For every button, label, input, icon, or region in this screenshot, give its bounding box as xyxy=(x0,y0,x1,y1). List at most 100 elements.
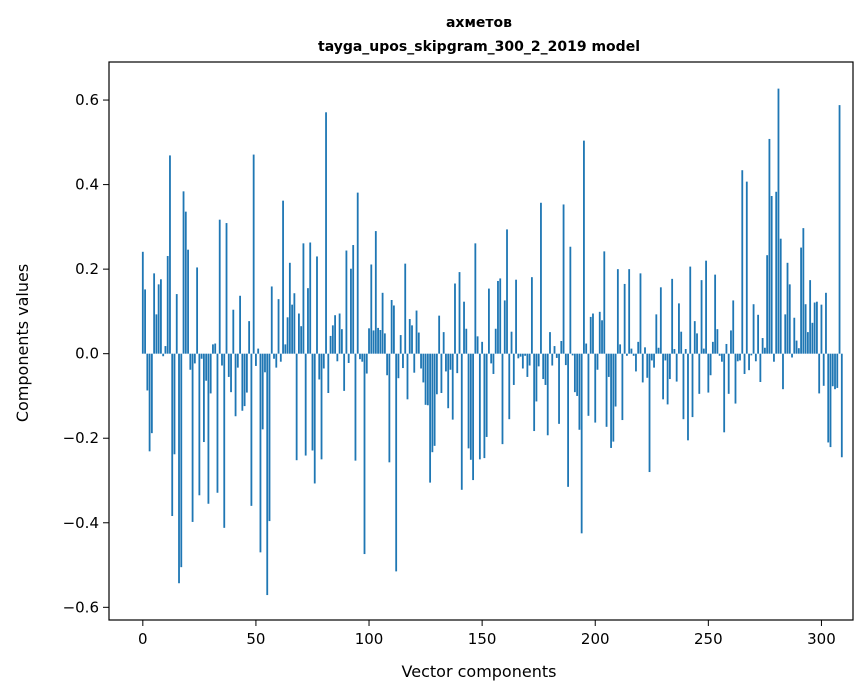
bar xyxy=(768,138,771,354)
bar xyxy=(596,353,599,370)
bar xyxy=(202,353,205,443)
bar xyxy=(628,269,631,354)
bar xyxy=(691,353,694,418)
bar xyxy=(347,353,350,363)
bar xyxy=(406,353,409,400)
bar xyxy=(558,353,560,424)
bar xyxy=(184,211,187,354)
bar xyxy=(510,331,513,354)
bar xyxy=(646,353,649,378)
bar xyxy=(313,353,316,484)
bar xyxy=(721,353,723,362)
bar xyxy=(377,327,379,354)
bar xyxy=(368,328,370,354)
bar xyxy=(488,288,490,354)
bar xyxy=(307,288,309,354)
bar xyxy=(236,353,239,368)
bar xyxy=(820,304,823,354)
bar xyxy=(476,336,479,354)
bar xyxy=(266,353,269,596)
bar xyxy=(501,353,504,445)
bar xyxy=(241,353,244,411)
bar xyxy=(506,229,508,354)
bar xyxy=(218,219,221,354)
bar xyxy=(716,329,719,354)
bar xyxy=(472,353,474,481)
bar xyxy=(797,348,800,354)
bar xyxy=(580,353,583,534)
bar xyxy=(748,353,750,371)
bar xyxy=(585,343,588,354)
bar xyxy=(144,289,146,354)
bar xyxy=(752,304,755,354)
bar xyxy=(456,353,459,374)
y-axis-ticks: −0.6 −0.4 −0.2 0.0 0.2 0.4 0.6 xyxy=(63,91,109,616)
bar xyxy=(806,332,809,354)
bar xyxy=(675,353,678,382)
bar xyxy=(243,353,246,407)
bar xyxy=(155,314,158,354)
bar xyxy=(562,204,565,354)
bar xyxy=(198,353,201,496)
bar xyxy=(164,346,167,354)
bar xyxy=(741,170,744,354)
bar xyxy=(160,279,162,354)
bar xyxy=(175,294,178,354)
bar xyxy=(311,353,314,451)
bar xyxy=(345,250,348,354)
bar xyxy=(270,286,273,354)
bar xyxy=(546,353,549,436)
bar xyxy=(492,353,495,374)
bar xyxy=(386,353,389,376)
bar xyxy=(458,272,461,354)
bar xyxy=(225,223,228,354)
bar xyxy=(641,353,644,383)
bar xyxy=(171,353,174,517)
bar xyxy=(763,347,766,354)
bar xyxy=(540,202,542,354)
y-tick-label: 0.6 xyxy=(75,91,99,109)
y-tick-label: −0.4 xyxy=(63,514,99,532)
bar xyxy=(494,328,497,354)
bar xyxy=(352,245,355,354)
bar xyxy=(583,140,585,354)
bar xyxy=(727,353,730,394)
bar xyxy=(316,256,318,354)
bar xyxy=(711,341,714,354)
bar xyxy=(834,353,836,390)
bar xyxy=(309,242,312,354)
bar xyxy=(589,316,592,354)
bar xyxy=(773,353,775,362)
bar xyxy=(637,341,640,354)
bar xyxy=(153,273,156,354)
bar xyxy=(255,353,257,366)
bar xyxy=(293,293,296,354)
bar xyxy=(463,301,465,354)
bar xyxy=(390,300,393,354)
bar xyxy=(259,353,262,553)
bar xyxy=(840,353,843,458)
bar xyxy=(431,353,434,453)
bar xyxy=(630,348,633,354)
bar xyxy=(528,353,531,366)
bar xyxy=(483,353,486,459)
bar xyxy=(519,353,522,357)
y-tick-label: −0.6 xyxy=(63,598,99,616)
bar xyxy=(417,332,420,354)
bar xyxy=(578,353,581,430)
bar xyxy=(705,260,707,354)
bar xyxy=(354,353,357,461)
bar xyxy=(657,347,660,354)
bar xyxy=(420,353,422,369)
bar xyxy=(542,353,545,380)
bar xyxy=(533,353,536,432)
bar xyxy=(388,353,391,463)
bar xyxy=(356,192,359,354)
bar xyxy=(777,88,780,354)
bar xyxy=(544,353,547,385)
bar xyxy=(603,251,606,354)
bar xyxy=(302,243,305,354)
bar xyxy=(644,347,646,354)
bar xyxy=(399,335,402,354)
bar xyxy=(838,105,841,354)
